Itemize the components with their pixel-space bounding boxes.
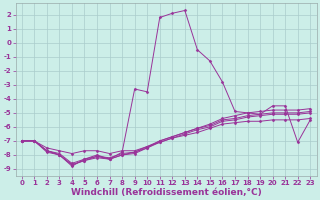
X-axis label: Windchill (Refroidissement éolien,°C): Windchill (Refroidissement éolien,°C) [71,188,261,197]
